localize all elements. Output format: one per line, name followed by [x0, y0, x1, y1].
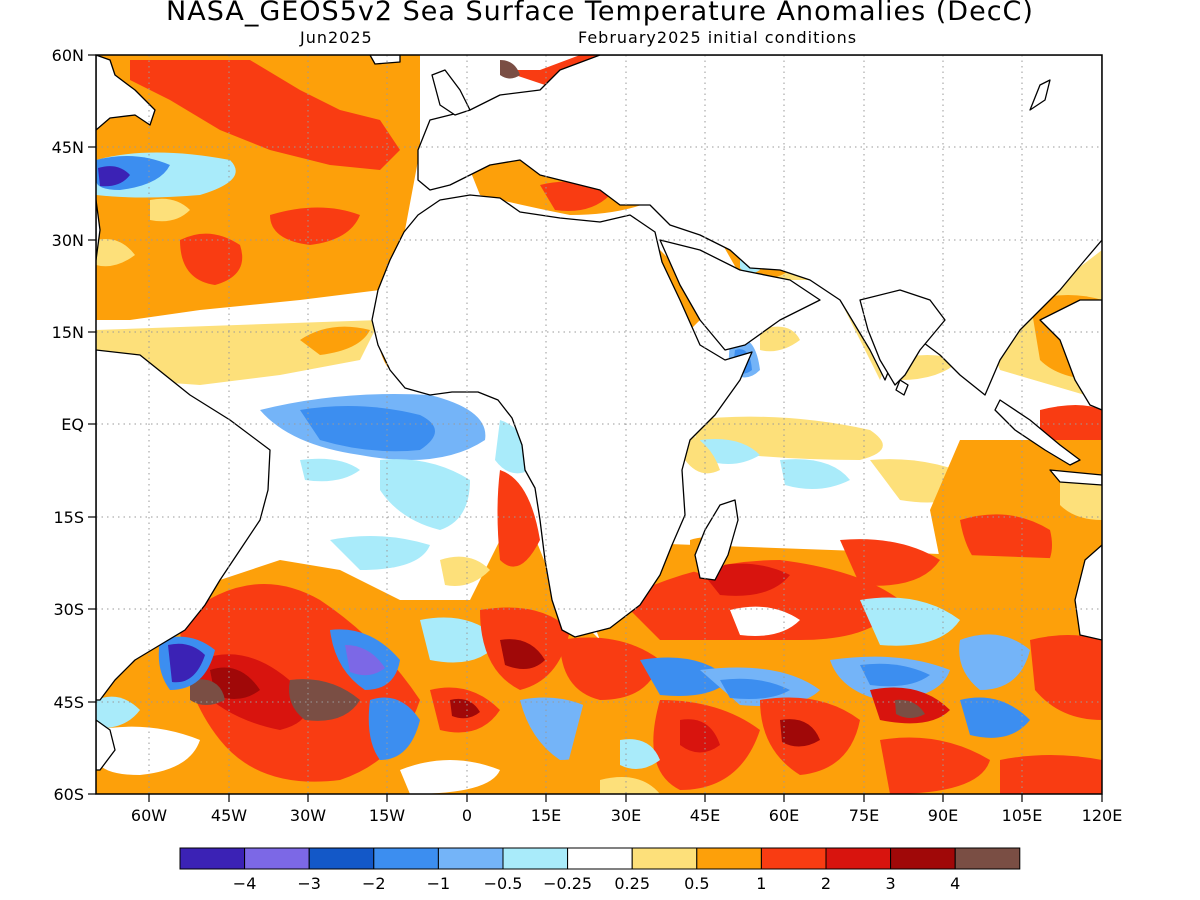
colorbar-label: −0.5 — [484, 874, 523, 893]
lon-label: 90E — [928, 806, 958, 825]
colorbar-swatch — [567, 847, 633, 870]
colorbar-swatch — [890, 847, 956, 870]
colorbar-swatch — [502, 847, 569, 870]
lon-label: 15W — [369, 806, 405, 825]
colorbar-label: 2 — [821, 874, 831, 893]
map-grid — [96, 55, 1102, 794]
lat-label: 30N — [52, 231, 84, 250]
lon-label: 60E — [769, 806, 799, 825]
colorbar-swatch — [179, 847, 246, 870]
lat-label: 15S — [53, 508, 84, 527]
south-america-landmass — [96, 349, 271, 701]
lat-label: 60N — [52, 46, 84, 65]
colorbar-label: −2 — [362, 874, 386, 893]
colorbar-swatch — [244, 847, 310, 870]
colorbar-swatch — [825, 847, 892, 870]
lat-label: 30S — [53, 600, 84, 619]
lat-label: 45N — [52, 138, 84, 157]
lat-label: 60S — [53, 785, 84, 804]
lon-label: 15E — [531, 806, 561, 825]
colorbar-label: −1 — [427, 874, 451, 893]
lon-label: 105E — [1002, 806, 1043, 825]
map-title: NASA_GEOS5v2 Sea Surface Temperature Ano… — [166, 0, 1034, 27]
colorbar-label: −3 — [297, 874, 321, 893]
colorbar-label: −4 — [233, 874, 257, 893]
lon-label: 45E — [690, 806, 720, 825]
colorbar-swatch — [308, 847, 375, 870]
india-landmass — [859, 289, 946, 386]
lat-label: 15N — [52, 323, 84, 342]
lon-label: 120E — [1082, 806, 1123, 825]
arabia-landmass — [659, 239, 821, 351]
lat-label: EQ — [61, 415, 84, 434]
colorbar-label: −0.25 — [543, 874, 592, 893]
colorbar-swatch — [696, 847, 762, 870]
north-america-landmass — [96, 55, 156, 131]
colorbar-swatch — [373, 847, 439, 870]
colorbar-label: 0.25 — [614, 874, 650, 893]
colorbar-label: 4 — [950, 874, 960, 893]
colorbar-labels: −4 −3 −2 −1 −0.5 −0.25 0.25 0.5 1 2 3 4 — [233, 874, 960, 893]
colorbar-swatch — [954, 847, 1021, 870]
colorbar-label: 0.5 — [684, 874, 709, 893]
colorbar-swatch — [437, 847, 504, 870]
lat-label: 45S — [53, 693, 84, 712]
land-mask — [96, 55, 1102, 771]
lon-label: 60W — [131, 806, 167, 825]
madagascar-landmass — [694, 499, 739, 581]
australia-landmass — [1074, 544, 1102, 641]
colorbar-swatch — [760, 847, 827, 870]
lon-label: 30E — [611, 806, 641, 825]
lon-label: 75E — [849, 806, 879, 825]
lon-label: 45W — [211, 806, 247, 825]
africa-landmass — [371, 194, 753, 638]
forecast-month: Jun2025 — [300, 28, 373, 47]
lon-label: 30W — [290, 806, 326, 825]
colorbar-label: 1 — [756, 874, 766, 893]
colorbar-swatch — [631, 847, 698, 870]
colorbar-label: 3 — [886, 874, 896, 893]
initial-conditions-label: February2025 initial conditions — [578, 28, 858, 47]
colorbar — [179, 847, 1021, 870]
lon-label: 0 — [462, 806, 472, 825]
